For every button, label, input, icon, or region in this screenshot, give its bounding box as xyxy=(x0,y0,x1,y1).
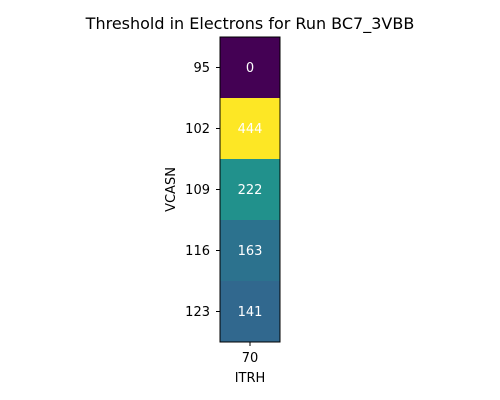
y-axis-label: VCASN xyxy=(164,167,179,212)
y-tick-label: 102 xyxy=(185,122,210,137)
heatmap-cell xyxy=(220,37,280,98)
x-axis-label: ITRH xyxy=(235,371,266,386)
x-axis: 70 xyxy=(242,342,259,366)
heatmap-cell xyxy=(220,98,280,159)
heatmap-cell xyxy=(220,159,280,220)
cell-value-label: 444 xyxy=(238,122,263,137)
heatmap-cell xyxy=(220,220,280,281)
heatmap-cells xyxy=(220,37,280,342)
y-axis: 95 102 109 116 123 xyxy=(185,61,220,320)
cell-value-label: 222 xyxy=(238,183,263,198)
x-tick-label: 70 xyxy=(242,351,259,366)
cell-value-label: 0 xyxy=(246,61,254,76)
y-tick-label: 95 xyxy=(193,61,210,76)
y-tick-label: 109 xyxy=(185,183,210,198)
y-tick-label: 116 xyxy=(185,244,210,259)
heatmap-cell xyxy=(220,281,280,342)
cell-value-label: 163 xyxy=(238,244,263,259)
chart-title: Threshold in Electrons for Run BC7_3VBB xyxy=(85,14,415,33)
heatmap-cell-labels: 0 444 222 163 141 xyxy=(238,61,263,320)
y-tick-label: 123 xyxy=(185,305,210,320)
cell-value-label: 141 xyxy=(238,305,263,320)
